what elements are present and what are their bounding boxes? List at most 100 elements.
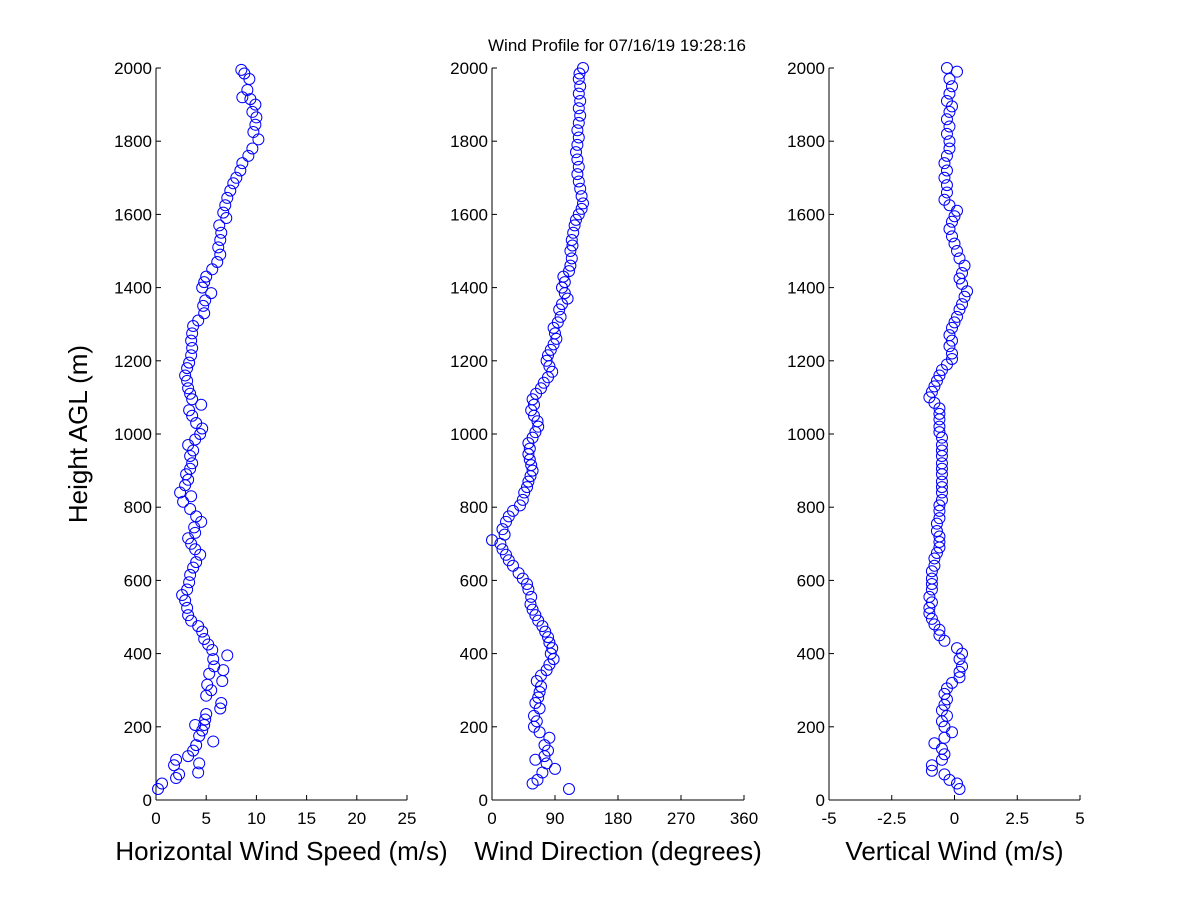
data-point [207,735,220,748]
x-tick-label: 20 [347,809,366,828]
data-point [516,493,529,506]
y-tick-label: 2000 [450,59,488,78]
data-point [933,504,946,517]
y-tick-label: 600 [460,571,488,590]
data-point [575,190,588,203]
data-point [943,105,956,118]
data-point [546,642,559,655]
data-point [234,164,247,177]
data-point [235,63,248,76]
data-point [544,343,557,356]
data-point [574,94,587,107]
data-point [945,215,958,228]
data-point [933,499,946,512]
data-point [938,157,951,170]
data-point [198,307,211,320]
data-point [945,352,958,365]
data-point [933,426,946,439]
y-tick-label: 400 [797,645,825,664]
data-point [496,523,509,536]
data-point [575,202,588,215]
data-point [219,199,232,212]
data-point [935,462,948,475]
data-point [199,713,212,726]
data-point [958,290,971,303]
data-point [938,687,951,700]
data-point [938,720,951,733]
data-point [553,303,566,316]
data-point [185,614,198,627]
data-point [187,561,200,574]
y-tick-label: 1800 [787,132,825,151]
data-point [196,281,209,294]
data-point [930,546,943,559]
data-point [943,72,956,85]
x-tick-label: 0 [950,809,959,828]
data-point [563,783,575,796]
y-tick-label: 2000 [787,59,825,78]
data-point [242,149,255,162]
data-point [217,206,230,219]
data-point [189,526,202,539]
data-point [945,80,958,93]
data-point [522,475,535,488]
data-point [953,665,966,678]
data-point [532,420,545,433]
data-point [214,248,227,261]
data-point [935,431,948,444]
data-point [246,142,259,155]
data-point [928,552,941,565]
data-point [948,210,961,223]
data-point [564,259,577,272]
y-tick-label: 1200 [114,352,152,371]
data-point [561,292,574,305]
x-tick-label: 10 [247,809,266,828]
data-point [190,556,203,569]
y-tick-label: 200 [124,718,152,737]
data-point [549,327,561,340]
data-point [543,636,556,649]
panel-1: 0 200 400 600 800 1000 1200 1400 1600 1800 2000 0 5 1… [63,59,448,866]
data-point [930,517,943,530]
y-tick-label: 0 [816,791,825,810]
data-point [539,625,552,638]
data-point [572,208,585,221]
data-point [249,118,262,131]
data-point [540,757,553,770]
y-tick-label: 1400 [114,279,152,298]
data-point [945,321,958,334]
data-point [170,753,183,766]
data-point [198,632,211,645]
x-tick-label: 270 [667,809,695,828]
y-tick-label: 0 [479,791,488,810]
y-tick-label: 2000 [114,59,152,78]
data-point [522,583,535,596]
x-tick-label: 5 [201,809,210,828]
data-point [525,590,538,603]
data-point [935,444,948,457]
y-tick-label: 400 [460,645,488,664]
data-point [938,193,951,206]
data-point [532,691,545,704]
data-point [542,631,554,644]
y-tick-label: 1400 [450,279,488,298]
data-point [211,255,224,268]
data-point [182,609,195,622]
data-point [185,334,198,347]
y-tick-label: 1800 [114,132,152,151]
y-tick-label: 800 [124,498,152,517]
data-point [187,744,200,757]
data-point [566,239,579,252]
x-tick-label: 180 [604,809,632,828]
x-tick-label: 5 [1075,809,1084,828]
data-point [184,387,197,400]
data-point [198,276,211,289]
data-point [953,653,966,666]
data-point [215,697,228,710]
data-point [935,475,948,488]
data-point [928,618,941,631]
data-point [177,495,190,508]
data-point [940,113,953,126]
data-point [953,783,966,796]
